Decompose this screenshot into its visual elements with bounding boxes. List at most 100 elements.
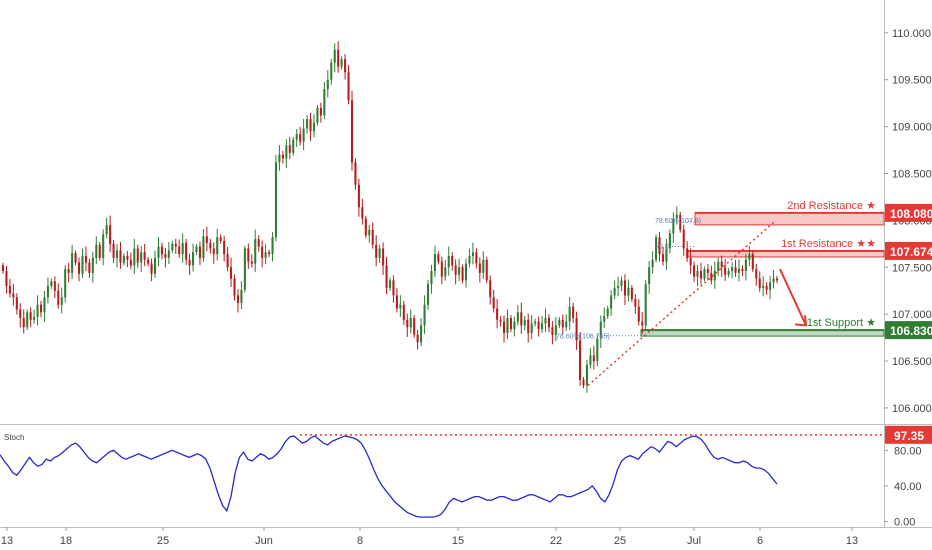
candle-body	[371, 229, 374, 245]
candle-body	[226, 254, 229, 268]
candle-body	[744, 259, 747, 272]
candle-body	[679, 214, 682, 230]
candle-body	[530, 323, 533, 333]
candle-body	[423, 304, 426, 326]
candle-body	[274, 162, 278, 238]
candle-body	[382, 248, 385, 266]
time-tick-label: 13	[846, 535, 858, 547]
candle-body	[620, 280, 623, 287]
level-label: 1st Support ★	[807, 317, 876, 329]
candle-body	[471, 252, 474, 257]
level-price-tag-text: 108.080	[890, 207, 932, 221]
candle-body	[686, 248, 689, 258]
candle-body	[323, 89, 326, 116]
stoch-tick-label: 80.00	[894, 445, 922, 457]
candle-body	[223, 241, 226, 255]
candle-body	[105, 225, 108, 235]
candle-body	[264, 252, 267, 258]
candle-body	[399, 304, 402, 309]
candle-body	[627, 287, 630, 296]
candle-body	[243, 248, 246, 290]
time-tick-label: Jun	[255, 535, 273, 547]
candle-body	[475, 252, 478, 264]
candle-body	[385, 265, 388, 288]
candle-body	[769, 282, 772, 290]
level-label: 2nd Resistance ★	[787, 200, 876, 212]
candle-body	[565, 321, 568, 328]
candle-body	[50, 281, 53, 287]
candle-body	[651, 259, 654, 268]
candle-body	[710, 272, 713, 281]
candle-body	[478, 263, 481, 273]
candle-body	[558, 319, 561, 326]
candle-body	[416, 334, 419, 343]
candle-body	[240, 289, 243, 303]
candle-body	[658, 237, 661, 255]
candle-body	[126, 256, 129, 260]
candle-body	[209, 242, 212, 249]
candle-body	[288, 145, 291, 153]
candle-body	[454, 265, 457, 275]
candle-body	[71, 253, 74, 273]
resistance-2-zone	[694, 212, 885, 226]
candle-body	[257, 239, 260, 247]
candle-body	[610, 295, 613, 309]
candle-body	[312, 122, 316, 132]
price-tick-label: 109.500	[892, 75, 932, 87]
candle-body	[247, 248, 250, 262]
candle-body	[544, 317, 547, 324]
candle-body	[506, 317, 509, 333]
candle-body	[775, 278, 779, 281]
time-tick-label: 25	[614, 535, 626, 547]
candle-body	[637, 306, 640, 322]
price-tick-label: 108.500	[892, 168, 932, 180]
candle-body	[216, 237, 219, 255]
candlestick-series	[1, 41, 779, 393]
candle-body	[36, 304, 39, 317]
candle-body	[109, 225, 112, 244]
candle-body	[26, 312, 29, 328]
candle-body	[361, 207, 364, 219]
candle-body	[98, 244, 101, 258]
candle-body	[292, 139, 295, 153]
candle-body	[513, 321, 516, 330]
time-tick-label: 8	[357, 535, 363, 547]
candle-body	[302, 128, 305, 142]
candle-body	[364, 218, 367, 236]
candle-body	[734, 267, 737, 273]
stoch-title: Stoch	[4, 433, 24, 442]
time-tick-label: Jul	[687, 535, 701, 547]
price-tick-label: 106.000	[892, 403, 932, 415]
candle-body	[458, 267, 461, 275]
projection-arrow	[779, 268, 807, 326]
candle-body	[461, 267, 464, 281]
candle-body	[167, 250, 170, 258]
level-label: 1st Resistance ★★	[781, 238, 876, 250]
level-price-tag	[885, 321, 932, 340]
candle-body	[540, 323, 544, 330]
candle-body	[572, 306, 575, 318]
candle-body	[1, 265, 5, 272]
candle-body	[53, 281, 56, 291]
time-tick-label: 25	[157, 535, 169, 547]
time-tick-label: 13	[1, 535, 13, 547]
price-tick-label: 110.000	[892, 28, 931, 40]
candle-body	[496, 308, 499, 320]
time-tick-label: 22	[550, 535, 562, 547]
candle-body	[741, 269, 744, 272]
candle-body	[568, 306, 571, 322]
candle-body	[160, 246, 163, 255]
candle-body	[720, 261, 723, 268]
candle-body	[185, 242, 188, 260]
candle-body	[95, 244, 98, 258]
candle-body	[489, 280, 492, 298]
candle-body	[437, 254, 440, 262]
candle-body	[537, 321, 540, 330]
price-tick-label: 107.500	[892, 262, 932, 274]
candle-body	[205, 236, 208, 243]
candle-body	[534, 321, 537, 324]
candle-body	[623, 280, 627, 296]
candle-body	[420, 325, 423, 343]
candle-body	[492, 297, 495, 309]
candle-body	[115, 250, 119, 258]
